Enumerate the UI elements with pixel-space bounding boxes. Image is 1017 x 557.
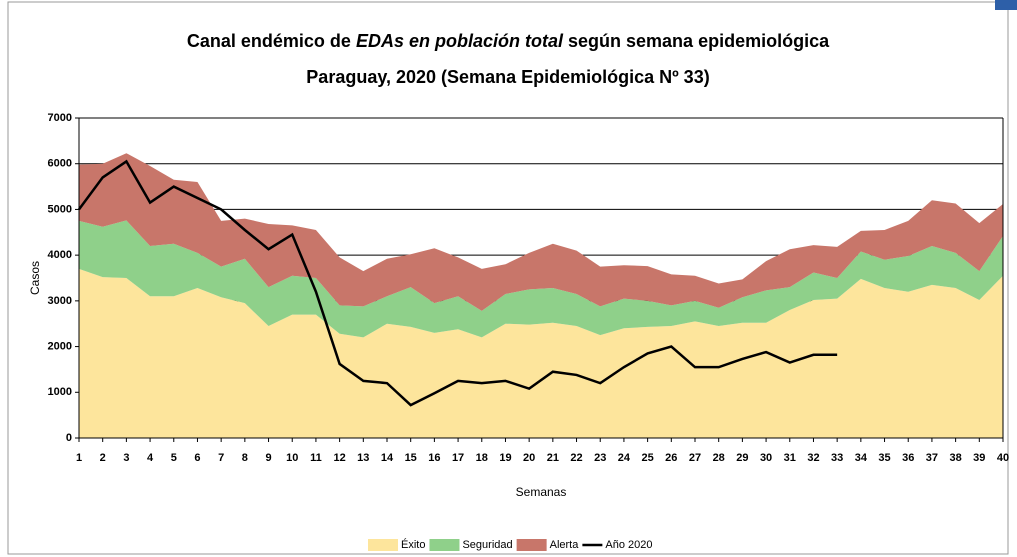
y-tick-label: 5000 (48, 203, 72, 215)
x-tick-label: 13 (357, 452, 369, 464)
x-tick-label: 40 (997, 452, 1009, 464)
y-tick-label: 4000 (48, 249, 72, 261)
x-tick-label: 15 (405, 452, 417, 464)
title-part: Canal endémico de (187, 31, 351, 51)
x-tick-label: 9 (265, 452, 271, 464)
x-tick-label: 21 (547, 452, 559, 464)
x-tick-label: 33 (831, 452, 843, 464)
x-tick-label: 20 (523, 452, 535, 464)
x-tick-label: 30 (760, 452, 772, 464)
x-tick-label: 16 (428, 452, 440, 464)
x-tick-label: 4 (147, 452, 154, 464)
legend-swatch (516, 539, 547, 551)
x-tick-label: 10 (286, 452, 298, 464)
x-tick-label: 25 (641, 452, 653, 464)
y-tick-label: 6000 (48, 158, 72, 170)
x-tick-label: 29 (736, 452, 748, 464)
x-tick-label: 36 (902, 452, 914, 464)
x-tick-label: 22 (570, 452, 582, 464)
y-tick-label: 3000 (48, 295, 72, 307)
legend-swatch (368, 539, 398, 551)
x-tick-label: 35 (878, 452, 890, 464)
x-axis-title: Semanas (516, 485, 567, 499)
area (79, 220, 1003, 338)
x-tick-label: 24 (618, 452, 631, 464)
y-tick-label: 7000 (48, 112, 72, 124)
title-part: EDAs en población total (356, 31, 564, 51)
x-tick-label: 3 (123, 452, 129, 464)
y-tick-label: 0 (66, 432, 72, 444)
x-tick-label: 7 (218, 452, 224, 464)
legend-label: Éxito (401, 538, 425, 551)
x-tick-label: 39 (973, 452, 985, 464)
x-tick-label: 2 (100, 452, 106, 464)
line (77, 159, 838, 407)
legend-label: Año 2020 (605, 539, 652, 551)
frame (7, 1, 1009, 555)
legend-swatch (429, 539, 460, 551)
corner-badge (995, 0, 1017, 10)
x-tick-label: 31 (784, 452, 796, 464)
x-tick-label: 18 (476, 452, 488, 464)
x-tick-label: 37 (926, 452, 938, 464)
x-tick-label: 8 (242, 452, 248, 464)
x-tick-label: 32 (807, 452, 819, 464)
x-tick-label: 6 (194, 452, 200, 464)
area (79, 153, 1003, 311)
title-part: según semana epidemiológica (568, 31, 830, 51)
x-tick-label: 34 (855, 452, 868, 464)
x-tick-label: 23 (594, 452, 606, 464)
chart-subtitle: Paraguay, 2020 (Semana Epidemiológica Nº… (306, 67, 709, 87)
x-tick-label: 28 (713, 452, 725, 464)
legend: Éxito Seguridad Alerta Año 2020 (368, 538, 652, 551)
x-tick-label: 11 (310, 452, 322, 464)
chart-title: Canal endémico de EDAs en población tota… (187, 31, 830, 51)
x-tick-label: 14 (381, 452, 394, 464)
x-tick-label: 19 (499, 452, 511, 464)
area (79, 268, 1003, 438)
x-tick-label: 26 (665, 452, 677, 464)
x-tick-label: 38 (949, 452, 961, 464)
legend-label: Seguridad (462, 539, 512, 551)
x-tick-label: 17 (452, 452, 464, 464)
y-tick-label: 1000 (48, 386, 72, 398)
legend-label: Alerta (550, 539, 580, 551)
y-tick-label: 2000 (48, 340, 72, 352)
y-axis-title: Casos (28, 261, 42, 295)
x-tick-label: 27 (689, 452, 701, 464)
x-tick-label: 1 (76, 452, 82, 464)
x-tick-label: 12 (333, 452, 345, 464)
x-tick-label: 5 (171, 452, 177, 464)
